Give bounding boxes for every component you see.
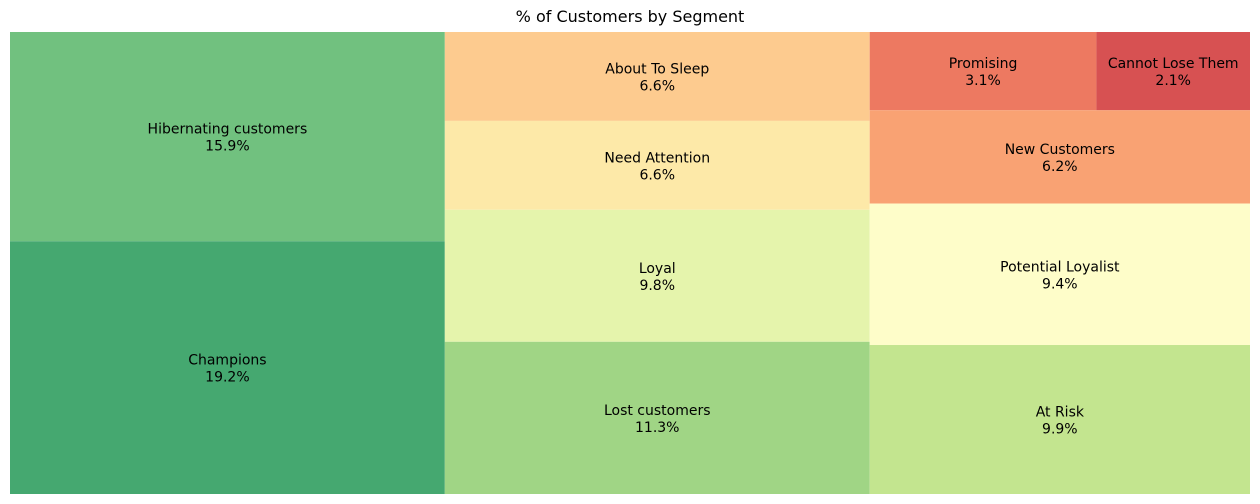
tile-value-lost-customers: 11.3% [635, 420, 679, 436]
tile-potential-loyalist [869, 203, 1250, 346]
tile-label-at-risk: At Risk [1036, 405, 1085, 421]
tile-value-about-to-sleep: 6.6% [639, 78, 675, 94]
chart-title: % of Customers by Segment [515, 7, 745, 26]
tile-value-at-risk: 9.9% [1042, 422, 1078, 438]
tile-label-champions: Champions [188, 353, 266, 369]
tile-lost-customers [444, 341, 870, 494]
tile-champions [10, 241, 445, 494]
tile-label-loyal: Loyal [639, 261, 676, 277]
tile-value-cannot-lose-them: 2.1% [1155, 73, 1191, 89]
tile-cannot-lose-them [1096, 32, 1250, 111]
tile-label-need-attention: Need Attention [604, 150, 710, 166]
tile-about-to-sleep [444, 32, 870, 121]
tile-value-potential-loyalist: 9.4% [1042, 276, 1078, 292]
tile-new-customers [869, 110, 1250, 204]
tile-at-risk [869, 345, 1250, 494]
tile-value-hibernating-customers: 15.9% [205, 139, 249, 155]
tile-label-cannot-lose-them: Cannot Lose Them [1108, 56, 1239, 72]
tile-need-attention [444, 120, 870, 210]
tile-value-loyal: 9.8% [639, 278, 675, 294]
tile-value-champions: 19.2% [205, 370, 249, 386]
tile-label-promising: Promising [949, 56, 1018, 72]
tile-value-new-customers: 6.2% [1042, 159, 1078, 175]
tile-value-promising: 3.1% [965, 73, 1001, 89]
tile-label-potential-loyalist: Potential Loyalist [1000, 259, 1120, 275]
tile-loyal [444, 209, 870, 342]
tile-hibernating-customers [10, 32, 445, 242]
tile-label-about-to-sleep: About To Sleep [605, 61, 709, 77]
tile-promising [869, 32, 1097, 111]
tile-label-new-customers: New Customers [1005, 142, 1115, 158]
tile-value-need-attention: 6.6% [639, 167, 675, 183]
tile-label-hibernating-customers: Hibernating customers [148, 122, 308, 138]
tile-label-lost-customers: Lost customers [604, 403, 711, 419]
